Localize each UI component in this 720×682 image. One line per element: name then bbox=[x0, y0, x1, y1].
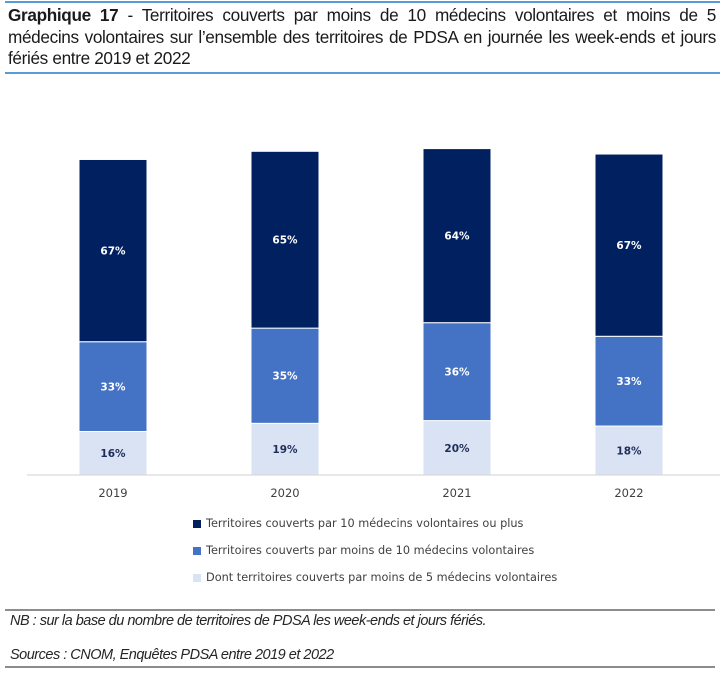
data-label-2022-series-2: 67% bbox=[616, 240, 642, 252]
footnote-bottom-rule bbox=[5, 666, 715, 668]
data-label-2021-series-2: 64% bbox=[444, 231, 470, 243]
title-top-rule bbox=[5, 1, 720, 3]
data-label-2019-series-2: 67% bbox=[100, 246, 126, 258]
legend-item: Dont territoires couverts par moins de 5… bbox=[193, 564, 557, 591]
bar-segment-2020-series-2 bbox=[250, 150, 320, 329]
bar-segment-2019-series-0 bbox=[78, 430, 148, 476]
data-label-2020-series-2: 65% bbox=[272, 235, 298, 247]
data-label-2020-series-0: 19% bbox=[272, 444, 298, 456]
bars-group: 16% 33% 67% 19% 35% 65% 20% 36% 64% 18% 33% 67% bbox=[78, 148, 664, 476]
x-tick-label-2019: 2019 bbox=[98, 486, 127, 500]
footnote-nb: NB : sur la base du nombre de territoire… bbox=[10, 613, 487, 629]
bar-segment-2021-series-2 bbox=[422, 148, 492, 324]
legend-item: Territoires couverts par 10 médecins vol… bbox=[193, 510, 557, 537]
footnote-sources: Sources : CNOM, Enquêtes PDSA entre 2019… bbox=[10, 647, 334, 663]
data-label-2019-series-1: 33% bbox=[100, 382, 126, 394]
chart-title-prefix: Graphique 17 bbox=[8, 5, 119, 25]
x-tick-label-2022: 2022 bbox=[614, 486, 643, 500]
bar-segment-2019-series-2 bbox=[78, 158, 148, 343]
legend-label: Territoires couverts par moins de 10 méd… bbox=[206, 544, 535, 557]
data-label-2021-series-0: 20% bbox=[444, 443, 470, 455]
bar-segment-2021-series-1 bbox=[422, 322, 492, 422]
chart-title-separator: - bbox=[118, 5, 142, 25]
legend-swatch-icon bbox=[193, 546, 201, 555]
bar-segment-2022-series-0 bbox=[594, 425, 664, 476]
data-label-2020-series-1: 35% bbox=[272, 371, 298, 383]
data-label-2022-series-0: 18% bbox=[616, 446, 642, 458]
bar-segment-2020-series-0 bbox=[250, 422, 320, 476]
x-tick-label-2020: 2020 bbox=[270, 486, 299, 500]
bar-segment-2022-series-2 bbox=[594, 153, 664, 337]
bar-segment-2021-series-0 bbox=[422, 420, 492, 476]
chart-title: Graphique 17 - Territoires couverts par … bbox=[8, 5, 716, 70]
footnote-top-rule bbox=[5, 609, 715, 611]
title-bottom-rule bbox=[5, 72, 720, 74]
data-label-2019-series-0: 16% bbox=[100, 448, 126, 460]
legend-label: Dont territoires couverts par moins de 5… bbox=[206, 571, 558, 584]
chart-legend: Territoires couverts par 10 médecins vol… bbox=[193, 510, 557, 591]
bar-segment-2020-series-1 bbox=[250, 327, 320, 424]
data-label-2022-series-1: 33% bbox=[616, 376, 642, 388]
legend-item: Territoires couverts par moins de 10 méd… bbox=[193, 537, 557, 564]
x-axis-ticks: 2019 2020 2021 2022 bbox=[98, 486, 643, 500]
legend-swatch-icon bbox=[193, 573, 201, 582]
bar-segment-2022-series-1 bbox=[594, 335, 664, 427]
data-label-2021-series-1: 36% bbox=[444, 367, 470, 379]
chart-title-text: Territoires couverts par moins de 10 méd… bbox=[8, 5, 716, 68]
legend-label: Territoires couverts par 10 médecins vol… bbox=[206, 517, 524, 530]
legend-swatch-icon bbox=[193, 519, 201, 528]
x-tick-label-2021: 2021 bbox=[442, 486, 471, 500]
